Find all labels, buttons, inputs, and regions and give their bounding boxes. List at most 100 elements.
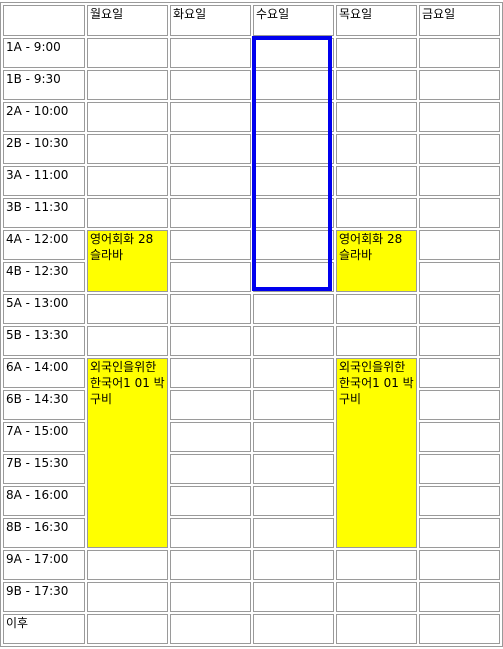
time-label: 1B - 9:30	[3, 70, 85, 100]
cell-fri[interactable]	[419, 390, 500, 420]
slot-row: 8A - 16:00	[3, 486, 500, 516]
cell-tue[interactable]	[170, 70, 251, 100]
time-label: 6B - 14:30	[3, 390, 85, 420]
cell-tue[interactable]	[170, 454, 251, 484]
cell-wed[interactable]	[253, 262, 334, 292]
cell-mon[interactable]	[87, 550, 168, 580]
cell-mon[interactable]	[87, 326, 168, 356]
cell-wed[interactable]	[253, 294, 334, 324]
cell-wed[interactable]	[253, 70, 334, 100]
course-block-korean-mon[interactable]: 외국인을위한한국어1 01 박구비	[87, 358, 168, 548]
cell-thu[interactable]	[336, 198, 417, 228]
cell-tue[interactable]	[170, 166, 251, 196]
cell-thu[interactable]	[336, 550, 417, 580]
cell-wed[interactable]	[253, 134, 334, 164]
cell-tue[interactable]	[170, 486, 251, 516]
cell-wed[interactable]	[253, 550, 334, 580]
cell-wed[interactable]	[253, 326, 334, 356]
cell-thu[interactable]	[336, 70, 417, 100]
cell-tue[interactable]	[170, 230, 251, 260]
cell-tue[interactable]	[170, 326, 251, 356]
cell-wed[interactable]	[253, 102, 334, 132]
cell-wed[interactable]	[253, 518, 334, 548]
cell-mon[interactable]	[87, 582, 168, 612]
cell-mon[interactable]	[87, 294, 168, 324]
cell-tue[interactable]	[170, 294, 251, 324]
time-label: 7A - 15:00	[3, 422, 85, 452]
course-block-english-thu[interactable]: 영어회화 28 슬라바	[336, 230, 417, 292]
cell-fri[interactable]	[419, 518, 500, 548]
cell-fri[interactable]	[419, 486, 500, 516]
cell-thu[interactable]	[336, 102, 417, 132]
cell-wed[interactable]	[253, 486, 334, 516]
cell-thu[interactable]	[336, 614, 417, 644]
cell-thu[interactable]	[336, 38, 417, 68]
cell-fri[interactable]	[419, 166, 500, 196]
time-label: 4A - 12:00	[3, 230, 85, 260]
cell-tue[interactable]	[170, 518, 251, 548]
cell-fri[interactable]	[419, 422, 500, 452]
course-block-english-mon[interactable]: 영어회화 28 슬라바	[87, 230, 168, 292]
slot-row: 7B - 15:30	[3, 454, 500, 484]
slot-row: 8B - 16:30	[3, 518, 500, 548]
day-header-tue: 화요일	[170, 5, 251, 36]
cell-tue[interactable]	[170, 198, 251, 228]
cell-tue[interactable]	[170, 422, 251, 452]
cell-mon[interactable]	[87, 614, 168, 644]
cell-mon[interactable]	[87, 38, 168, 68]
cell-wed[interactable]	[253, 358, 334, 388]
cell-fri[interactable]	[419, 230, 500, 260]
cell-tue[interactable]	[170, 550, 251, 580]
cell-wed[interactable]	[253, 454, 334, 484]
cell-fri[interactable]	[419, 614, 500, 644]
cell-fri[interactable]	[419, 70, 500, 100]
cell-wed[interactable]	[253, 582, 334, 612]
slot-row: 이후	[3, 614, 500, 644]
cell-fri[interactable]	[419, 454, 500, 484]
cell-tue[interactable]	[170, 358, 251, 388]
cell-tue[interactable]	[170, 582, 251, 612]
time-label: 5A - 13:00	[3, 294, 85, 324]
cell-fri[interactable]	[419, 262, 500, 292]
cell-fri[interactable]	[419, 198, 500, 228]
cell-mon[interactable]	[87, 134, 168, 164]
time-label: 9B - 17:30	[3, 582, 85, 612]
cell-fri[interactable]	[419, 294, 500, 324]
cell-wed[interactable]	[253, 230, 334, 260]
cell-tue[interactable]	[170, 390, 251, 420]
slot-row: 1A - 9:00	[3, 38, 500, 68]
cell-wed[interactable]	[253, 198, 334, 228]
cell-thu[interactable]	[336, 326, 417, 356]
course-block-korean-thu[interactable]: 외국인을위한한국어1 01 박구비	[336, 358, 417, 548]
cell-fri[interactable]	[419, 582, 500, 612]
cell-fri[interactable]	[419, 550, 500, 580]
cell-wed[interactable]	[253, 614, 334, 644]
cell-fri[interactable]	[419, 38, 500, 68]
cell-tue[interactable]	[170, 102, 251, 132]
cell-mon[interactable]	[87, 166, 168, 196]
cell-fri[interactable]	[419, 326, 500, 356]
cell-tue[interactable]	[170, 262, 251, 292]
cell-mon[interactable]	[87, 198, 168, 228]
cell-wed[interactable]	[253, 422, 334, 452]
cell-wed[interactable]	[253, 166, 334, 196]
slot-row: 9B - 17:30	[3, 582, 500, 612]
cell-thu[interactable]	[336, 166, 417, 196]
cell-fri[interactable]	[419, 358, 500, 388]
cell-mon[interactable]	[87, 102, 168, 132]
cell-tue[interactable]	[170, 134, 251, 164]
cell-tue[interactable]	[170, 614, 251, 644]
corner-cell	[3, 5, 85, 36]
cell-fri[interactable]	[419, 134, 500, 164]
cell-fri[interactable]	[419, 102, 500, 132]
cell-wed[interactable]	[253, 38, 334, 68]
cell-thu[interactable]	[336, 134, 417, 164]
time-label: 6A - 14:00	[3, 358, 85, 388]
cell-thu[interactable]	[336, 294, 417, 324]
cell-wed[interactable]	[253, 390, 334, 420]
cell-thu[interactable]	[336, 582, 417, 612]
cell-mon[interactable]	[87, 70, 168, 100]
slot-row: 5B - 13:30	[3, 326, 500, 356]
cell-tue[interactable]	[170, 38, 251, 68]
